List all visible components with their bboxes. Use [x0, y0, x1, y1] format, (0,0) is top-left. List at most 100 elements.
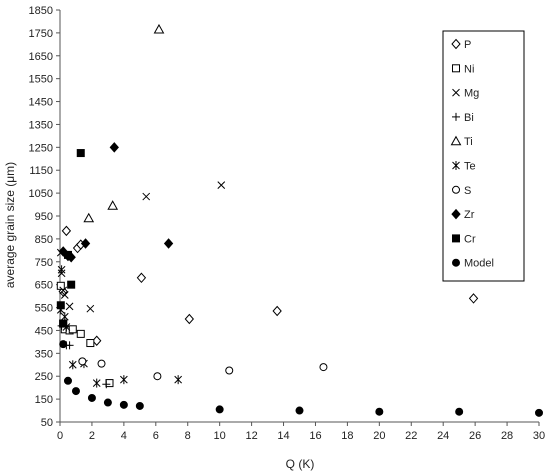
point-model [103, 398, 112, 407]
point-ni [56, 281, 65, 290]
x-tick-label: 18 [341, 430, 353, 442]
point-p [61, 225, 72, 237]
y-tick-label: 1650 [29, 51, 53, 63]
point-ni [86, 339, 95, 348]
point-ti [107, 200, 119, 210]
series-cr [56, 149, 85, 328]
point-s [225, 366, 234, 375]
legend-marker-s [452, 185, 460, 194]
legend-marker-cr [452, 234, 460, 243]
point-te [92, 378, 101, 388]
legend-entry-ti: Ti [450, 135, 473, 148]
data-points [56, 23, 543, 417]
y-tick-label: 50 [41, 417, 53, 429]
legend-entry-zr: Zr [451, 208, 475, 221]
legend-marker-ti [450, 135, 462, 146]
x-tick-label: 28 [501, 430, 513, 442]
point-model [119, 400, 128, 409]
point-model [375, 407, 384, 416]
y-tick-label: 650 [35, 280, 53, 292]
x-tick-label: 6 [153, 430, 159, 442]
x-tick-label: 30 [533, 430, 545, 442]
legend-marker-model [452, 258, 460, 267]
point-cr [67, 280, 76, 289]
point-mg [217, 181, 226, 189]
point-p [272, 305, 282, 317]
legend-label: S [464, 185, 471, 197]
x-tick-label: 4 [121, 430, 127, 442]
point-ti [83, 212, 95, 223]
point-model [63, 376, 72, 385]
legend-entry-bi: Bi [452, 112, 474, 124]
x-tick-label: 22 [405, 430, 417, 442]
series-ti [83, 23, 165, 223]
y-tick-label: 1750 [29, 28, 53, 40]
point-ti [153, 23, 165, 34]
legend-label: Zr [464, 209, 475, 221]
legend-marker-p [451, 38, 461, 50]
point-p [468, 293, 479, 304]
x-tick-label: 0 [57, 430, 63, 442]
x-tick-label: 12 [245, 430, 257, 442]
y-tick-label: 1250 [29, 142, 53, 154]
y-tick-label: 350 [35, 348, 53, 360]
legend-marker-ni [452, 64, 460, 73]
legend-marker-bi [452, 112, 460, 121]
legend-label: Model [464, 258, 494, 270]
y-tick-label: 550 [35, 303, 53, 315]
point-te [120, 375, 128, 385]
point-model [455, 407, 464, 416]
y-tick-label: 1150 [29, 165, 53, 177]
point-s [153, 372, 162, 381]
y-tick-label: 1850 [29, 5, 53, 17]
legend-entry-model: Model [452, 258, 494, 270]
legend-label: Ti [464, 136, 473, 148]
point-mg [60, 291, 69, 299]
x-tick-label: 24 [437, 430, 449, 442]
point-model [87, 393, 96, 402]
legend-entry-cr: Cr [452, 233, 476, 245]
legend-label: Ni [464, 63, 474, 75]
series-s [78, 357, 328, 381]
legend-label: Mg [464, 88, 479, 100]
point-model [295, 406, 304, 415]
legend-label: P [464, 39, 471, 51]
x-axis-title-text: Q (K) [286, 457, 315, 471]
point-p [184, 313, 194, 325]
point-mg [86, 304, 95, 313]
point-ni [68, 325, 77, 334]
x-axis-title: Q (K) [286, 457, 315, 471]
legend-marker-mg [452, 88, 460, 97]
y-tick-label: 850 [35, 234, 53, 246]
point-mg [65, 302, 74, 311]
point-zr [109, 142, 119, 153]
legend-marker-zr [451, 208, 461, 220]
legend: P Ni Mg Bi Ti Te S Zr Cr Model [442, 30, 525, 282]
point-zr [58, 246, 68, 257]
point-model [215, 405, 224, 414]
y-tick-label: 1350 [29, 119, 53, 131]
legend-label: Bi [464, 112, 474, 124]
legend-entry-mg: Mg [452, 88, 479, 100]
legend-entry-ni: Ni [452, 63, 474, 75]
y-tick-label: 450 [35, 325, 53, 337]
point-te [57, 265, 66, 275]
point-p [136, 272, 147, 284]
legend-label: Te [464, 161, 476, 173]
y-tick-label: 1050 [29, 188, 53, 200]
point-model [135, 401, 144, 410]
legend-entry-p: P [451, 38, 471, 51]
point-cr [76, 149, 85, 158]
y-tick-label: 250 [35, 371, 53, 383]
series-zr [58, 142, 174, 263]
x-tick-label: 8 [185, 430, 191, 442]
point-mg [142, 192, 151, 201]
point-te [68, 360, 77, 370]
point-s [97, 359, 106, 368]
y-tick-label: 750 [35, 257, 53, 269]
point-mg [59, 286, 68, 295]
point-model [535, 408, 543, 417]
y-tick-label: 950 [35, 211, 53, 223]
point-cr [56, 301, 65, 310]
ticks: 50 150 250 350 450 550 650 750 850 950 1050 1150 125… [29, 5, 546, 442]
